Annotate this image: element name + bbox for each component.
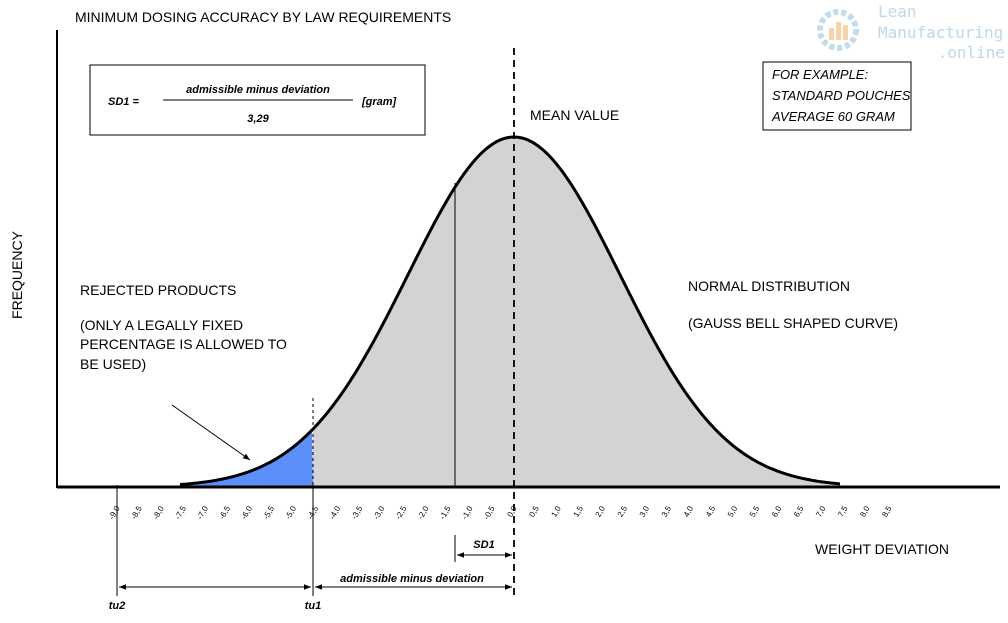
bell-curve xyxy=(179,135,841,487)
sd1-label: SD1 xyxy=(473,539,494,551)
tu1-label: tu1 xyxy=(305,600,322,612)
tick-label: -3,0 xyxy=(372,504,387,521)
tick-label: -4,0 xyxy=(328,504,343,521)
normal-subtitle: (GAUSS BELL SHAPED CURVE) xyxy=(688,315,898,331)
example-line: AVERAGE 60 GRAM xyxy=(771,109,895,124)
logo: Lean Manufacturing .online xyxy=(817,2,1005,62)
tick-label: -3,5 xyxy=(350,504,365,521)
rejected-note: (ONLY A LEGALLY FIXED xyxy=(80,317,243,333)
logo-text: .online xyxy=(938,43,1005,62)
rejected-arrow xyxy=(171,404,251,461)
curve-line xyxy=(179,135,841,487)
tick-label: 2,5 xyxy=(616,504,630,519)
formula-numerator: admissible minus deviation xyxy=(186,84,330,96)
tick-label: 0,0 xyxy=(505,504,519,519)
tick-label: 8,0 xyxy=(858,504,872,519)
logo-text: Lean xyxy=(878,2,917,21)
tick-label: 8,5 xyxy=(880,504,894,519)
rejected-note: PERCENTAGE IS ALLOWED TO xyxy=(80,336,287,352)
tick-label: -7,5 xyxy=(173,504,188,521)
tick-label: 5,0 xyxy=(726,504,740,519)
tick-label: 4,5 xyxy=(704,504,718,519)
tick-label: 4,0 xyxy=(682,504,696,519)
tick-labels: -9,0 -8,5 -8,0 -7,5 -7,0 -6,5 -6,0 -5,5 -5,0 -4,5… xyxy=(107,504,894,521)
logo-text: Manufacturing xyxy=(878,23,1003,42)
normal-title: NORMAL DISTRIBUTION xyxy=(688,278,850,294)
formula-denominator: 3,29 xyxy=(247,113,269,125)
tick-label: 1,5 xyxy=(572,504,586,519)
logo-bar xyxy=(836,22,841,40)
tick-label: -6,5 xyxy=(217,504,232,521)
tick-label: -5,0 xyxy=(283,504,298,521)
tick-label: -7,0 xyxy=(195,504,210,521)
tick-label: -2,5 xyxy=(394,504,409,521)
example-box xyxy=(762,61,912,131)
accepted-area xyxy=(313,137,840,487)
tick-label: 5,5 xyxy=(748,504,762,519)
tu2-label: tu2 xyxy=(109,600,126,612)
tick-label: -8,5 xyxy=(129,504,144,521)
logo-gear xyxy=(817,9,859,51)
tick-label: -6,0 xyxy=(239,504,254,521)
tick-label: -9,0 xyxy=(107,504,122,521)
tick-label: 1,0 xyxy=(549,504,563,519)
example-line: FOR EXAMPLE: xyxy=(772,67,868,82)
formula-lhs: SD1 = xyxy=(108,96,139,108)
logo-bar xyxy=(843,25,848,40)
tick-label: -5,5 xyxy=(261,504,276,521)
tick-label: -2,0 xyxy=(416,504,431,521)
example-line: STANDARD POUCHES xyxy=(772,88,911,103)
tick-label: -4,5 xyxy=(306,504,321,521)
formula-box xyxy=(89,64,426,136)
rejected-title: REJECTED PRODUCTS xyxy=(80,282,236,298)
logo-bar xyxy=(829,28,834,40)
y-axis-label: FREQUENCY xyxy=(9,230,25,319)
tick-label: -8,0 xyxy=(151,504,166,521)
rejected-area xyxy=(180,430,313,487)
tick-label: -0,5 xyxy=(482,504,497,521)
tick-label: 3,0 xyxy=(638,504,652,519)
formula-unit: [gram] xyxy=(361,96,397,108)
tick-label: 6,5 xyxy=(792,504,806,519)
mean-label: MEAN VALUE xyxy=(530,107,619,123)
tick-label: 7,5 xyxy=(836,504,850,519)
tick-label: 3,5 xyxy=(660,504,674,519)
title: MINIMUM DOSING ACCURACY BY LAW REQUIREME… xyxy=(75,9,451,25)
tick-label: 6,0 xyxy=(770,504,784,519)
tick-label: -1,0 xyxy=(460,504,475,521)
tick-label: 7,0 xyxy=(814,504,828,519)
tick-label: 2,0 xyxy=(594,504,608,519)
tick-label: -1,5 xyxy=(438,504,453,521)
rejected-note: BE USED) xyxy=(80,356,146,372)
admissible-label: admissible minus deviation xyxy=(340,573,484,585)
x-axis-label: WEIGHT DEVIATION xyxy=(815,541,949,557)
tick-label: 0,5 xyxy=(527,504,541,519)
